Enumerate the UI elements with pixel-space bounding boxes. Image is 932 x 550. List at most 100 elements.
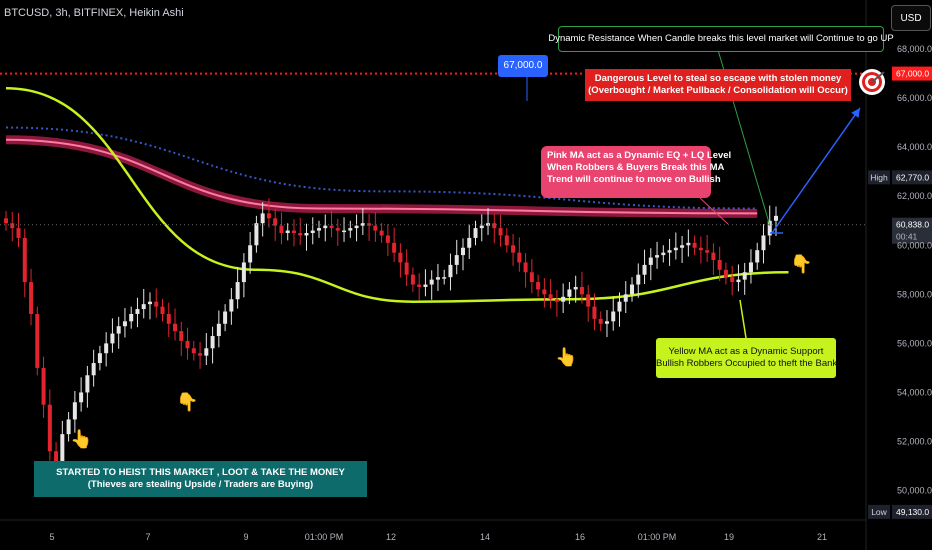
candle-body: [554, 299, 559, 302]
candle-body: [774, 215, 778, 221]
candle-body: [448, 264, 453, 278]
level-67k-label: 67,000.0: [498, 55, 548, 77]
currency-button[interactable]: USD: [891, 5, 931, 31]
yellow-ma-line1: Yellow MA act as a Dynamic Support: [668, 346, 824, 357]
candle-body: [680, 245, 685, 248]
price-tag-bg: [892, 66, 932, 81]
candle-body: [717, 260, 722, 270]
candle-body: [492, 223, 497, 229]
x-tick-label: 01:00 PM: [638, 532, 677, 542]
x-tick-label: 19: [724, 532, 734, 542]
candle-body: [354, 225, 359, 229]
candle-body: [373, 225, 378, 231]
candle-body: [617, 301, 622, 312]
candle-body: [191, 348, 196, 354]
moving-averages: [5, 87, 789, 303]
candle-body: [216, 323, 221, 337]
candle-body: [4, 218, 8, 224]
candle-body: [598, 318, 603, 324]
x-tick-label: 14: [480, 532, 490, 542]
y-tick-label: 62,000.0: [897, 191, 932, 201]
candle-body: [404, 262, 409, 275]
candle-body: [104, 343, 109, 354]
candle-body: [29, 282, 34, 314]
candle-body: [166, 313, 171, 324]
x-tick-label: 5: [49, 532, 54, 542]
time-axis: 5 7 9 01:00 PM 12 14 16 01:00 PM 19 21: [49, 532, 827, 542]
candle-body: [185, 340, 190, 349]
candle-body: [147, 301, 152, 305]
candle-body: [642, 264, 647, 275]
target-icon: [859, 69, 885, 95]
y-tick-label: 64,000.0: [897, 142, 932, 152]
price-tag-bg: [892, 504, 932, 519]
candle-body: [266, 213, 271, 219]
candle-body: [385, 235, 390, 243]
yellow-ma-connector: [739, 299, 747, 339]
candle-body: [323, 225, 328, 229]
candle-body: [254, 223, 259, 246]
candle-body: [122, 321, 127, 327]
x-tick-label: 9: [243, 532, 248, 542]
y-tick-label: 50,000.0: [897, 486, 932, 496]
price-tag-bg: [892, 170, 932, 185]
candle-body: [467, 237, 472, 248]
candle-body: [655, 255, 660, 258]
dangerous-level-note: Dangerous Level to steal so escape with …: [585, 69, 851, 101]
price-tag-bg: [892, 217, 932, 244]
heist-note: STARTED TO HEIST THIS MARKET , LOOT & TA…: [34, 461, 367, 497]
candle-body: [736, 279, 741, 283]
candle-body: [154, 301, 159, 307]
candle-body: [460, 247, 465, 256]
price-tag-name-bg: [868, 170, 890, 185]
candle-body: [304, 233, 309, 236]
candle-body: [173, 323, 178, 332]
candle-body: [241, 262, 246, 283]
candle-body: [523, 262, 528, 273]
candle-body: [567, 289, 572, 297]
candle-body: [66, 419, 71, 435]
dangerous-level-line1: Dangerous Level to steal so escape with …: [594, 73, 842, 84]
candle-body: [417, 284, 422, 287]
candle-body: [60, 434, 65, 474]
x-tick-label: 7: [145, 532, 150, 542]
candle-body: [223, 311, 228, 324]
candle-body: [198, 353, 203, 356]
candle-body: [504, 235, 509, 246]
heist-line2: (Thieves are stealing Upside / Traders a…: [87, 479, 314, 490]
candle-body: [604, 321, 609, 324]
price-tag-name-bg: [868, 504, 890, 519]
pointing-hand-icon: 👆: [70, 429, 93, 449]
candle-body: [210, 336, 215, 349]
price-tag-countdown: 00:41: [896, 232, 918, 242]
candle-body: [335, 228, 340, 231]
yellow-ma-line2: Bullish Robbers Occupied to theft the Ba…: [656, 358, 838, 369]
price-tag-value: 60,838.0: [896, 220, 929, 230]
candle-body: [661, 252, 666, 256]
heist-line1: STARTED TO HEIST THIS MARKET , LOOT & TA…: [56, 467, 345, 478]
candle-body: [260, 213, 265, 224]
candle-body: [667, 250, 672, 253]
candle-body: [348, 228, 353, 231]
dynamic-resistance-note: Dynamic Resistance When Candle breaks th…: [548, 26, 894, 52]
candle-body: [248, 245, 253, 263]
candle-body: [548, 294, 553, 300]
pink-ma-line: [5, 138, 758, 215]
x-tick-label: 12: [386, 532, 396, 542]
candles: [4, 198, 778, 489]
price-tag-name: Low: [871, 507, 887, 517]
yellow-ma-note: Yellow MA act as a Dynamic Support Bulli…: [656, 338, 838, 378]
candle-body: [135, 309, 140, 314]
candle-body: [35, 313, 40, 368]
candle-body: [705, 250, 710, 253]
candle-body: [561, 296, 566, 302]
candle-body: [748, 262, 753, 273]
candle-body: [97, 353, 102, 364]
candle-body: [379, 230, 384, 236]
candle-body: [298, 233, 303, 236]
candle-body: [398, 252, 403, 263]
candle-body: [116, 326, 121, 334]
candle-body: [22, 237, 27, 283]
candle-body: [285, 230, 290, 234]
candle-body: [511, 245, 516, 253]
